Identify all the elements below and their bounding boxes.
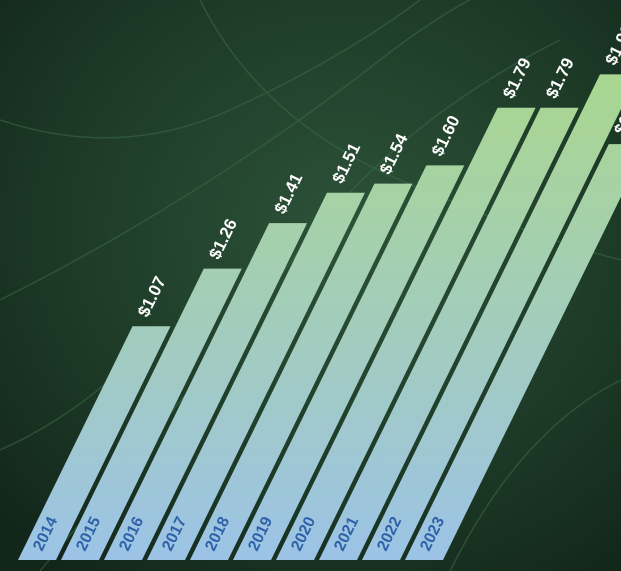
bar <box>362 74 621 560</box>
bar <box>61 268 242 560</box>
bar <box>319 107 579 560</box>
bar <box>190 183 413 560</box>
bar <box>18 326 171 560</box>
bar <box>147 192 365 560</box>
bar <box>276 107 536 560</box>
bar <box>104 223 308 561</box>
bar <box>405 144 621 560</box>
bar <box>233 165 465 561</box>
